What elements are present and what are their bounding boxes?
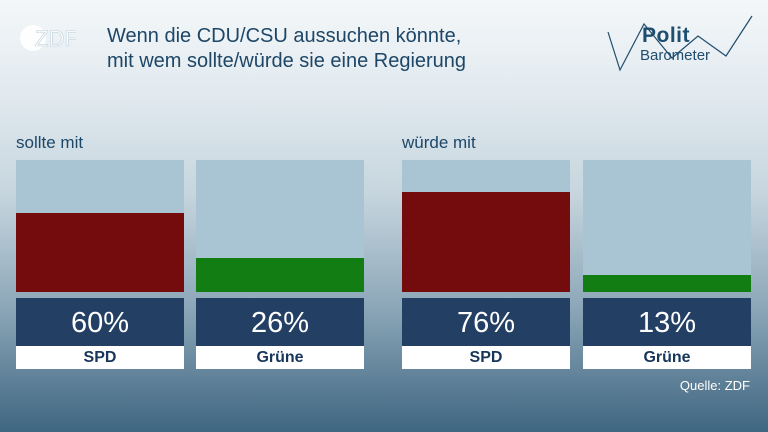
bar-track-sollte-spd [16, 160, 184, 292]
bar-track-wuerde-spd [402, 160, 570, 292]
category-label-sollte-spd: SPD [16, 346, 184, 369]
zdf-logo-text: ZDF [35, 26, 76, 51]
chart-title-line2: mit wem sollte/würde sie eine Regierung [107, 50, 467, 72]
politbarometer-polit: Polit [642, 24, 690, 47]
politbarometer-logo [607, 15, 753, 72]
category-label-wuerde-spd: SPD [402, 346, 570, 369]
value-label-wuerde-gruene: 13% [583, 298, 751, 346]
chart-title: Wenn die CDU/CSU aussuchen könnte, mit w… [107, 24, 466, 74]
bar-sollte-gruene [196, 257, 364, 292]
group-label-wuerde: würde mit [402, 133, 476, 152]
chart-title-line1: Wenn die CDU/CSU aussuchen könnte, [107, 25, 462, 47]
bar-track-sollte-gruene [196, 160, 364, 292]
zdf-logo: ZDF [20, 25, 76, 51]
value-label-wuerde-spd: 76% [402, 298, 570, 346]
bar-track-wuerde-gruene [583, 160, 751, 292]
bar-wuerde-gruene [583, 274, 751, 292]
bar-sollte-spd [16, 212, 184, 292]
value-label-sollte-gruene: 26% [196, 298, 364, 346]
category-label-sollte-gruene: Grüne [196, 346, 364, 369]
politbarometer-barometer: Barometer [640, 47, 711, 64]
group-label-sollte: sollte mit [16, 133, 84, 152]
bar-wuerde-spd [402, 191, 570, 292]
value-label-sollte-spd: 60% [16, 298, 184, 346]
source-note: Quelle: ZDF [679, 378, 750, 393]
category-label-wuerde-gruene: Grüne [583, 346, 751, 369]
